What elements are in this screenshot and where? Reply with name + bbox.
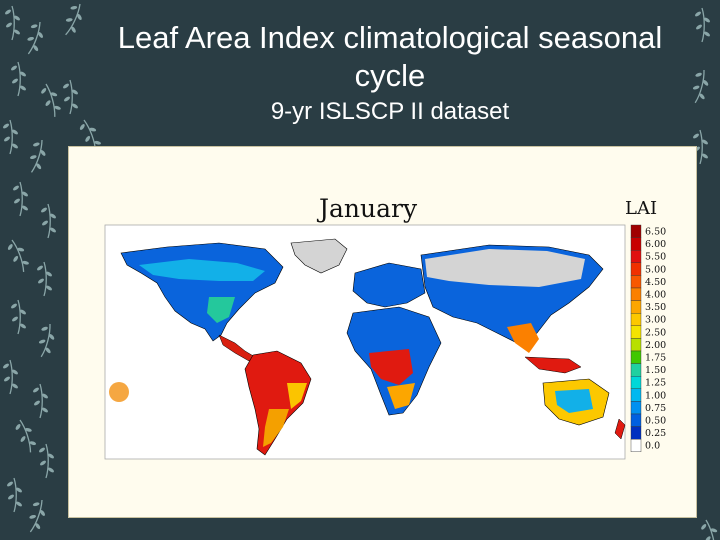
legend-swatch	[630, 401, 642, 415]
se-asia	[507, 323, 539, 353]
greenland	[290, 238, 348, 274]
legend-label: 1.50	[645, 365, 666, 376]
legend-title: LAI	[625, 198, 657, 219]
legend-label: 3.00	[645, 315, 666, 326]
legend-swatch	[630, 338, 642, 352]
europe	[352, 262, 426, 308]
legend-swatch	[630, 312, 642, 326]
leaf-sprigs-left	[1, 5, 64, 536]
legend-label: 6.50	[645, 227, 666, 238]
legend-swatch	[630, 350, 642, 364]
legend-label: 2.50	[645, 327, 666, 338]
north-america-east	[207, 297, 235, 323]
legend-swatch	[630, 363, 642, 377]
map-month-label: January	[316, 194, 418, 223]
map-landmasses	[120, 238, 626, 456]
legend-label: 0.50	[645, 416, 666, 427]
legend-label: 3.50	[645, 302, 666, 313]
legend-swatch	[630, 262, 642, 276]
slide-subtitle: 9-yr ISLSCP II dataset	[270, 98, 510, 125]
legend-swatch	[630, 275, 642, 289]
legend-swatch	[630, 249, 642, 263]
legend-label: 0.0	[645, 441, 660, 452]
legend-label: 4.50	[645, 277, 666, 288]
legend-swatch	[630, 237, 642, 251]
legend-label: 2.00	[645, 340, 666, 351]
legend-label: 5.00	[645, 264, 666, 275]
lai-legend: 6.506.00 5.505.00 4.50 4.003.50 3.002.50 2.00…	[630, 224, 666, 453]
legend-label: 1.75	[645, 353, 666, 364]
new-zealand	[614, 418, 626, 440]
legend-label: 0.75	[645, 403, 666, 414]
legend-swatch	[630, 300, 642, 314]
australia-interior	[555, 389, 593, 413]
orange-bullet-dot	[109, 382, 129, 402]
legend-swatch	[630, 224, 642, 238]
legend-label: 1.00	[645, 390, 666, 401]
legend-label: 1.25	[645, 378, 666, 389]
south-america-south	[263, 409, 289, 447]
siberia-no-data	[425, 249, 585, 287]
slide-title-line2: cycle	[354, 58, 426, 93]
indonesia	[524, 356, 582, 374]
legend-swatch	[630, 287, 642, 301]
legend-swatch	[630, 413, 642, 427]
legend-label: 4.00	[645, 290, 666, 301]
legend-label: 5.50	[645, 252, 666, 263]
slide-title-line1: Leaf Area Index climatological seasonal	[117, 20, 663, 55]
south-america-brazil-east	[287, 383, 307, 409]
legend-swatch	[630, 325, 642, 339]
legend-label: 6.00	[645, 239, 666, 250]
legend-swatch	[630, 388, 642, 402]
north-america-boreal	[139, 259, 265, 281]
south-america	[244, 350, 312, 456]
africa-south	[387, 383, 415, 409]
lai-world-map: January LAI	[104, 194, 666, 460]
legend-swatch	[630, 375, 642, 389]
africa-tropical	[369, 349, 413, 385]
legend-swatch	[630, 439, 642, 453]
map-panel: January LAI	[68, 146, 697, 518]
legend-swatch	[630, 426, 642, 440]
legend-label: 0.25	[645, 428, 666, 439]
